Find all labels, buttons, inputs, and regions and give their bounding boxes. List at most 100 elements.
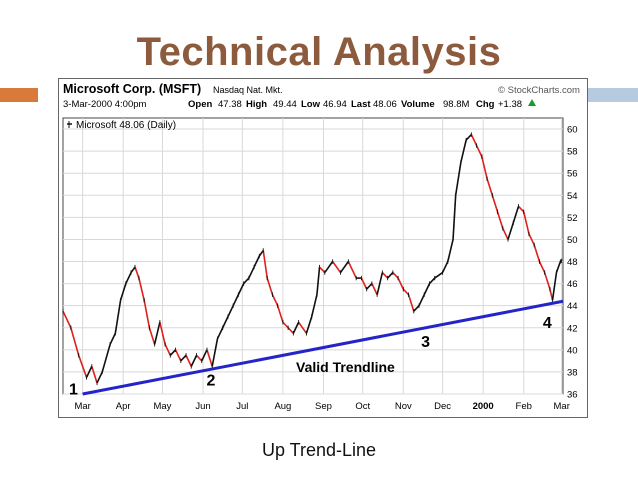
chart-svg: Microsoft Corp. (MSFT) Nasdaq Nat. Mkt. … [58, 78, 588, 418]
price-segment [305, 316, 313, 334]
price-segment [148, 327, 156, 345]
price-segment [481, 156, 488, 179]
header-high-value: 49.44 [273, 99, 297, 110]
price-segment [143, 300, 151, 328]
grid-lines [63, 118, 563, 395]
header-volume-label: Volume [401, 99, 435, 110]
x-tick-label: Jun [195, 401, 210, 412]
price-segment [271, 294, 279, 307]
price-segment [381, 272, 389, 279]
price-segment [101, 344, 111, 373]
annotation-label: 4 [543, 315, 552, 332]
price-segment [248, 266, 255, 279]
price-segment [486, 178, 494, 196]
price-segment [62, 310, 72, 329]
annotations: 1 2 3 4 [69, 315, 552, 398]
y-tick-label: 40 [567, 345, 578, 356]
header-last-label: Last [351, 99, 371, 110]
price-segment [77, 355, 88, 378]
legend-label: Microsoft 48.06 (Daily) [76, 120, 176, 131]
price-segment [428, 277, 436, 285]
accent-bar-right [586, 88, 638, 102]
price-segment [441, 261, 449, 273]
annotation-label: 2 [206, 373, 215, 390]
price-segment [287, 327, 294, 334]
x-tick-label: Nov [395, 401, 412, 412]
price-segment [318, 266, 326, 274]
price-segment [434, 271, 444, 279]
y-tick-label: 42 [567, 323, 578, 334]
price-segment [297, 321, 308, 334]
x-tick-label: Sep [315, 401, 332, 412]
price-segment [96, 371, 103, 384]
header-quote-line: 3-Mar-2000 4:00pm Open 47.38 High 49.44 … [63, 99, 536, 110]
slide-caption: Up Trend-Line [261, 440, 377, 460]
price-segment [517, 205, 525, 213]
price-segment [125, 272, 132, 284]
y-tick-label: 36 [567, 390, 578, 401]
price-segment [360, 277, 368, 290]
price-segment [282, 321, 289, 329]
price-segment [221, 316, 229, 329]
price-segment [528, 233, 535, 246]
header-volume-value: 98.8M [443, 99, 469, 110]
price-segment [460, 139, 467, 163]
x-tick-label: Dec [434, 401, 451, 412]
price-segment [206, 349, 213, 367]
price-segment [138, 277, 145, 301]
x-tick-label: Mar [554, 401, 570, 412]
x-tick-label: May [153, 401, 171, 412]
price-segment [387, 272, 394, 279]
header-exchange: Nasdaq Nat. Mkt. [213, 85, 283, 95]
price-segment [232, 294, 240, 307]
price-segment [316, 266, 321, 295]
header-source: © StockCharts.com [498, 85, 580, 96]
price-segment [153, 322, 161, 345]
price-segment [253, 255, 261, 268]
price-segment [413, 305, 420, 312]
price-segment [475, 145, 483, 157]
x-tick-label: Aug [274, 401, 291, 412]
price-segment [134, 266, 140, 279]
price-segment [310, 294, 318, 317]
y-tick-label: 48 [567, 257, 578, 268]
price-segment [201, 349, 208, 362]
price-segment [266, 277, 274, 295]
annotation-label: 3 [421, 334, 430, 351]
header-low-value: 46.94 [323, 99, 347, 110]
price-segment [418, 294, 425, 307]
header-company: Microsoft Corp. (MSFT) [63, 82, 201, 96]
header-high-label: High [246, 99, 267, 110]
price-segment [331, 261, 342, 274]
y-tick-label: 60 [567, 125, 578, 136]
y-tick-label: 52 [567, 213, 578, 224]
price-segment [465, 134, 472, 141]
plot-area [62, 117, 564, 395]
price-series [62, 132, 563, 386]
header-datetime: 3-Mar-2000 4:00pm [63, 99, 147, 110]
price-segment [159, 322, 166, 345]
price-segment [447, 239, 454, 262]
price-segment [109, 332, 117, 345]
price-segment [180, 354, 187, 362]
price-segment [227, 305, 234, 318]
price-segment [164, 343, 172, 356]
price-segment [452, 195, 457, 240]
price-segment [551, 272, 558, 301]
price-segment [195, 354, 203, 362]
x-axis-ticks: Mar Apr May Jun Jul Aug Sep Oct Nov Dec 2000 Feb Mar [74, 401, 569, 412]
annotation-label: 1 [69, 381, 78, 398]
price-segment [216, 327, 224, 340]
price-segment [454, 162, 462, 196]
price-segment [276, 305, 284, 323]
price-segment [339, 261, 349, 274]
y-axis-ticks: 36 38 40 42 44 46 48 50 52 54 56 58 60 [567, 125, 578, 401]
price-segment [533, 244, 541, 262]
price-segment [402, 288, 410, 296]
price-segment [292, 321, 300, 334]
price-segment [376, 272, 384, 295]
trendline [82, 299, 564, 396]
y-tick-label: 50 [567, 235, 578, 246]
price-segment [185, 355, 192, 367]
x-tick-label: Apr [116, 401, 131, 412]
